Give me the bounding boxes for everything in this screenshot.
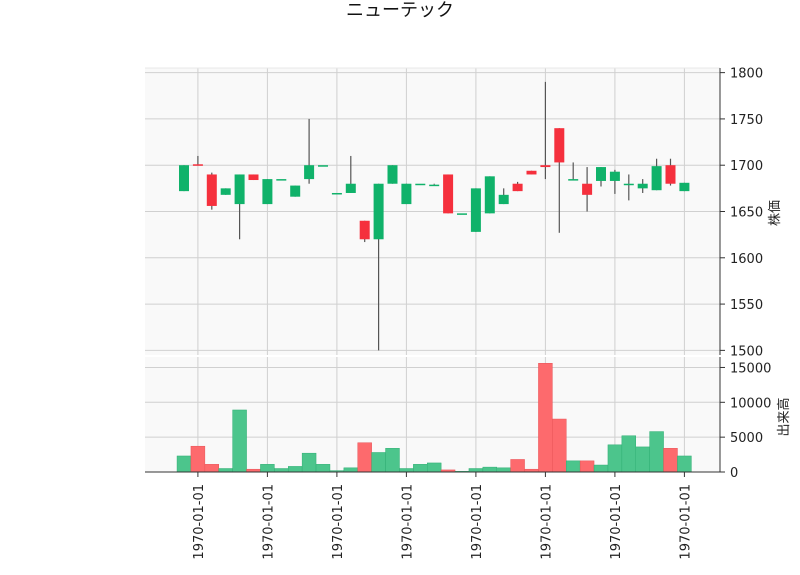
candle-body	[512, 183, 523, 192]
volume-tick-label: 5000	[730, 431, 763, 446]
volume-bar	[190, 445, 206, 473]
x-tick-label: 1970-01-01	[400, 484, 415, 560]
candle-body	[248, 174, 259, 181]
candle-body	[262, 179, 273, 205]
candle-body	[623, 183, 634, 186]
x-tick-label: 1970-01-01	[539, 484, 554, 560]
volume-bar	[427, 462, 442, 473]
volume-bar	[677, 455, 692, 473]
volume-bar	[399, 468, 414, 473]
candle-body	[415, 183, 426, 186]
volume-bar	[343, 467, 359, 473]
candle-body	[290, 185, 301, 197]
volume-axis-label: 出来高	[776, 397, 792, 436]
volume-bars	[176, 363, 692, 473]
volume-tick-label: 15000	[730, 361, 771, 376]
volume-bar	[218, 468, 233, 473]
volume-bar	[232, 409, 247, 473]
candle-body	[331, 192, 342, 195]
x-tick-label: 1970-01-01	[678, 484, 693, 560]
volume-bar	[468, 468, 484, 473]
price-tick-label: 1650	[730, 206, 763, 221]
volume-bar	[176, 455, 192, 473]
candle-body	[526, 170, 537, 175]
price-tick-label: 1800	[730, 67, 763, 82]
volume-bar	[510, 459, 525, 473]
candle-body	[679, 182, 690, 192]
volume-bar	[385, 448, 400, 473]
volume-bar	[371, 452, 386, 473]
candle-body	[387, 165, 398, 184]
candle-body	[206, 174, 217, 206]
volume-bar	[621, 435, 636, 473]
candle-body	[651, 166, 662, 191]
candle-body	[498, 194, 509, 205]
candle-body	[179, 165, 189, 192]
candle-body	[568, 179, 579, 181]
candle-body	[470, 188, 481, 232]
price-tick-label: 1700	[730, 159, 763, 174]
candle-body	[582, 183, 593, 195]
volume-bar	[663, 448, 678, 473]
price-tick-label: 1600	[730, 252, 763, 267]
candle-body	[304, 165, 315, 180]
candle-body	[554, 128, 565, 163]
candle-body	[192, 164, 203, 166]
volume-bar	[496, 467, 511, 473]
price-tick-label: 1550	[730, 298, 763, 313]
candle-body	[220, 188, 231, 195]
volume-bar	[288, 466, 303, 473]
price-tick-label: 1750	[730, 113, 763, 128]
candle-body	[234, 174, 245, 205]
axes: 1500 1550 1600 1650 1700 1750 1800 0 5000 10000 15…	[145, 67, 771, 560]
volume-bar	[593, 464, 609, 473]
volume-tick-label: 10000	[730, 396, 771, 411]
volume-bar	[357, 442, 372, 473]
x-tick-label: 1970-01-01	[261, 484, 276, 560]
candle-body	[637, 183, 648, 189]
x-tick-label: 1970-01-01	[470, 484, 485, 560]
volume-bar	[315, 464, 331, 473]
candle-body	[596, 167, 606, 181]
candle-body	[484, 176, 495, 214]
volume-tick-label: 0	[730, 466, 738, 481]
candle-body	[401, 183, 412, 205]
candle-body	[345, 183, 356, 193]
price-tick-label: 1500	[730, 344, 763, 359]
candle-body	[540, 165, 551, 168]
candle-body	[665, 165, 676, 184]
volume-bar	[204, 464, 220, 473]
price-axis-label: 株価	[768, 200, 783, 226]
candle-body	[318, 165, 328, 167]
candle-body	[359, 220, 370, 240]
volume-bar	[482, 466, 498, 473]
volume-bar	[649, 431, 664, 473]
candle-body	[429, 184, 440, 187]
x-tick-label: 1970-01-01	[331, 484, 346, 560]
candle-body	[457, 213, 467, 215]
volume-bar	[635, 446, 650, 473]
volume-bar	[260, 464, 275, 473]
chart-title: ニューテック	[346, 0, 454, 21]
candle-body	[443, 174, 454, 214]
volume-bar	[301, 452, 317, 473]
volume-bar	[274, 468, 289, 473]
candle-body	[276, 179, 287, 181]
volume-bar	[607, 444, 623, 473]
volume-bar	[538, 363, 553, 473]
volume-bar	[579, 460, 595, 473]
x-tick-label: 1970-01-01	[192, 484, 207, 560]
volume-bar	[413, 464, 428, 473]
candle-body	[373, 183, 384, 240]
volume-bar	[552, 418, 567, 473]
candlesticks	[179, 81, 690, 351]
x-tick-label: 1970-01-01	[609, 484, 624, 560]
volume-bar	[566, 460, 581, 473]
candle-body	[609, 171, 620, 181]
